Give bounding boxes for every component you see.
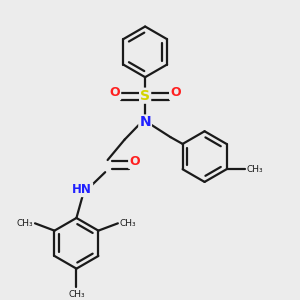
Text: O: O — [170, 86, 181, 99]
Text: CH₃: CH₃ — [247, 165, 264, 174]
Text: N: N — [139, 116, 151, 130]
Text: O: O — [110, 86, 120, 99]
Text: HN: HN — [72, 183, 92, 196]
Text: S: S — [140, 89, 150, 103]
Text: CH₃: CH₃ — [68, 290, 85, 298]
Text: O: O — [129, 155, 140, 168]
Text: CH₃: CH₃ — [16, 219, 33, 228]
Text: CH₃: CH₃ — [120, 219, 136, 228]
